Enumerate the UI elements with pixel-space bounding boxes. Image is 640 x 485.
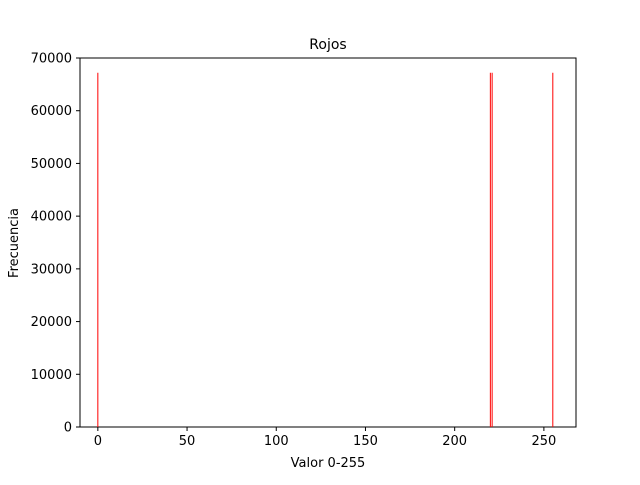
histogram-bar	[552, 72, 554, 427]
x-tick-label: 150	[353, 434, 378, 449]
y-tick-label: 60000	[31, 104, 72, 119]
bars-layer	[97, 72, 554, 427]
x-tick-label: 200	[442, 434, 467, 449]
y-tick-label: 40000	[31, 210, 72, 225]
x-axis-ticks: 0 50 100 150 200 250	[94, 427, 556, 449]
x-tick-label: 0	[94, 434, 102, 449]
y-tick-label: 50000	[31, 157, 72, 172]
y-tick-label: 70000	[31, 52, 72, 67]
histogram-bar	[97, 72, 99, 427]
y-axis-label: Frecuencia	[7, 208, 22, 278]
y-tick-label: 10000	[31, 368, 72, 383]
y-tick-label: 30000	[31, 262, 72, 277]
x-axis-label: Valor 0-255	[291, 456, 366, 471]
y-tick-label: 0	[64, 421, 72, 436]
x-tick-label: 250	[531, 434, 556, 449]
chart-title: Rojos	[309, 37, 346, 53]
x-tick-label: 100	[264, 434, 289, 449]
histogram-bar	[491, 72, 493, 427]
y-axis-ticks: 0 10000 20000 30000 40000 50000 60000 70000	[31, 52, 80, 436]
x-tick-label: 50	[179, 434, 196, 449]
histogram-bar	[489, 72, 491, 427]
plot-area	[79, 57, 577, 428]
y-tick-label: 20000	[31, 315, 72, 330]
